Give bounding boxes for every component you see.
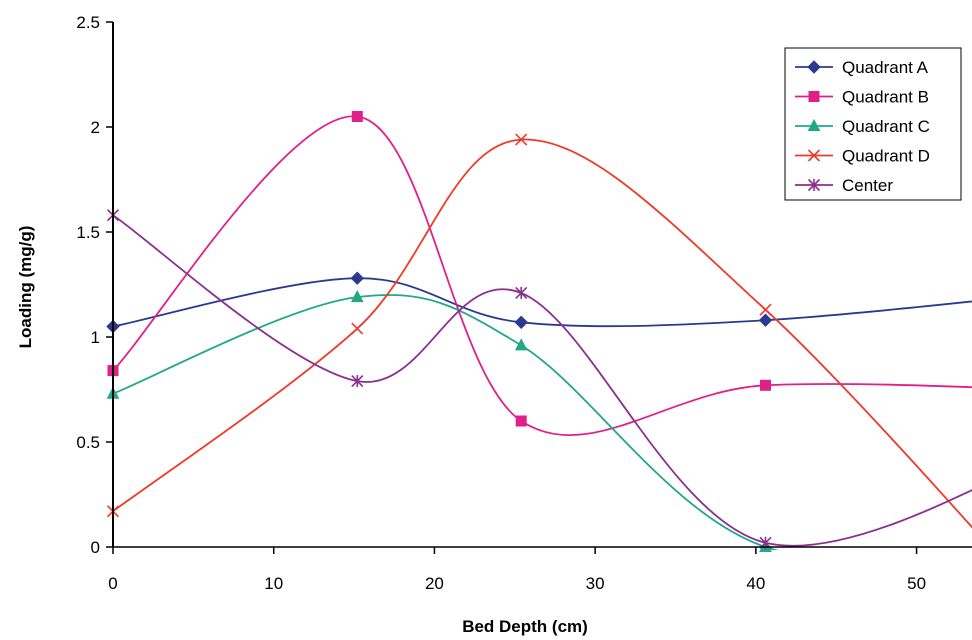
point-quadrant-b bbox=[515, 415, 527, 427]
x-tick-label: 10 bbox=[264, 574, 283, 593]
legend: Quadrant A Quadrant B Quadrant C Quadrant D… bbox=[784, 47, 962, 201]
series-line-quadrant-d bbox=[113, 138, 972, 529]
legend-label: Center bbox=[842, 176, 893, 195]
legend-marker bbox=[807, 149, 821, 162]
point-quadrant-c bbox=[350, 290, 364, 303]
y-axis-ticks: 0 0.5 1 1.5 2 2.5 bbox=[76, 13, 113, 557]
x-tick-label: 30 bbox=[586, 574, 605, 593]
legend-marker bbox=[807, 118, 821, 131]
x-tick-label: 20 bbox=[425, 574, 444, 593]
legend-item-quadrant-b: Quadrant B bbox=[795, 88, 929, 107]
x-axis-title: Bed Depth (cm) bbox=[462, 617, 588, 636]
x-axis-ticks: 0 10 20 30 40 50 bbox=[108, 547, 926, 593]
legend-label: Quadrant A bbox=[842, 58, 929, 77]
legend-label: Quadrant B bbox=[842, 88, 929, 107]
y-tick-label: 1 bbox=[91, 328, 100, 347]
point-quadrant-a bbox=[514, 315, 528, 330]
point-quadrant-b bbox=[351, 111, 363, 122]
y-tick-label: 1.5 bbox=[76, 223, 100, 242]
x-tick-label: 0 bbox=[108, 574, 117, 593]
legend-marker bbox=[807, 178, 821, 192]
y-tick-label: 2.5 bbox=[76, 13, 100, 32]
y-tick-label: 0 bbox=[91, 538, 100, 557]
point-quadrant-d bbox=[759, 303, 772, 316]
x-tick-label: 50 bbox=[907, 574, 926, 593]
point-quadrant-d bbox=[515, 133, 528, 146]
point-quadrant-b bbox=[760, 379, 771, 391]
y-tick-label: 0.5 bbox=[76, 433, 100, 452]
y-tick-label: 2 bbox=[91, 118, 100, 137]
legend-item-center: Center bbox=[795, 176, 893, 195]
series-line-quadrant-c bbox=[113, 294, 780, 550]
y-axis-title: Loading (mg/g) bbox=[16, 226, 35, 349]
x-tick-label: 40 bbox=[746, 574, 765, 593]
legend-label: Quadrant C bbox=[842, 117, 930, 136]
series-lines bbox=[113, 115, 972, 550]
legend-marker bbox=[808, 91, 820, 102]
legend-item-quadrant-a: Quadrant A bbox=[795, 58, 929, 77]
legend-item-quadrant-c: Quadrant C bbox=[795, 117, 930, 136]
legend-label: Quadrant D bbox=[842, 147, 930, 166]
point-quadrant-c bbox=[514, 338, 528, 351]
point-quadrant-a bbox=[350, 271, 364, 285]
legend-item-quadrant-d: Quadrant D bbox=[795, 147, 930, 166]
point-center bbox=[351, 375, 364, 388]
legend-marker bbox=[807, 60, 821, 74]
series-line-quadrant-b bbox=[113, 115, 972, 437]
series-line-quadrant-a bbox=[113, 277, 972, 328]
point-quadrant-d bbox=[351, 322, 364, 335]
series-line-center bbox=[113, 214, 972, 547]
point-center bbox=[515, 286, 528, 299]
point-quadrant-a bbox=[758, 313, 773, 327]
